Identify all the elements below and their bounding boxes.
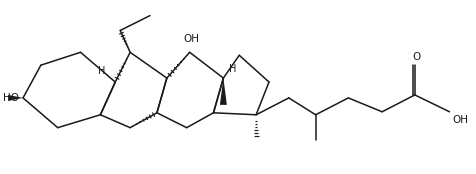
Text: HO: HO <box>3 93 19 103</box>
Text: OH: OH <box>183 34 199 44</box>
Text: H: H <box>229 64 236 74</box>
Text: H: H <box>98 66 105 76</box>
Polygon shape <box>219 78 227 105</box>
Polygon shape <box>8 95 23 101</box>
Text: O: O <box>412 52 420 62</box>
Text: OH: OH <box>452 115 467 125</box>
